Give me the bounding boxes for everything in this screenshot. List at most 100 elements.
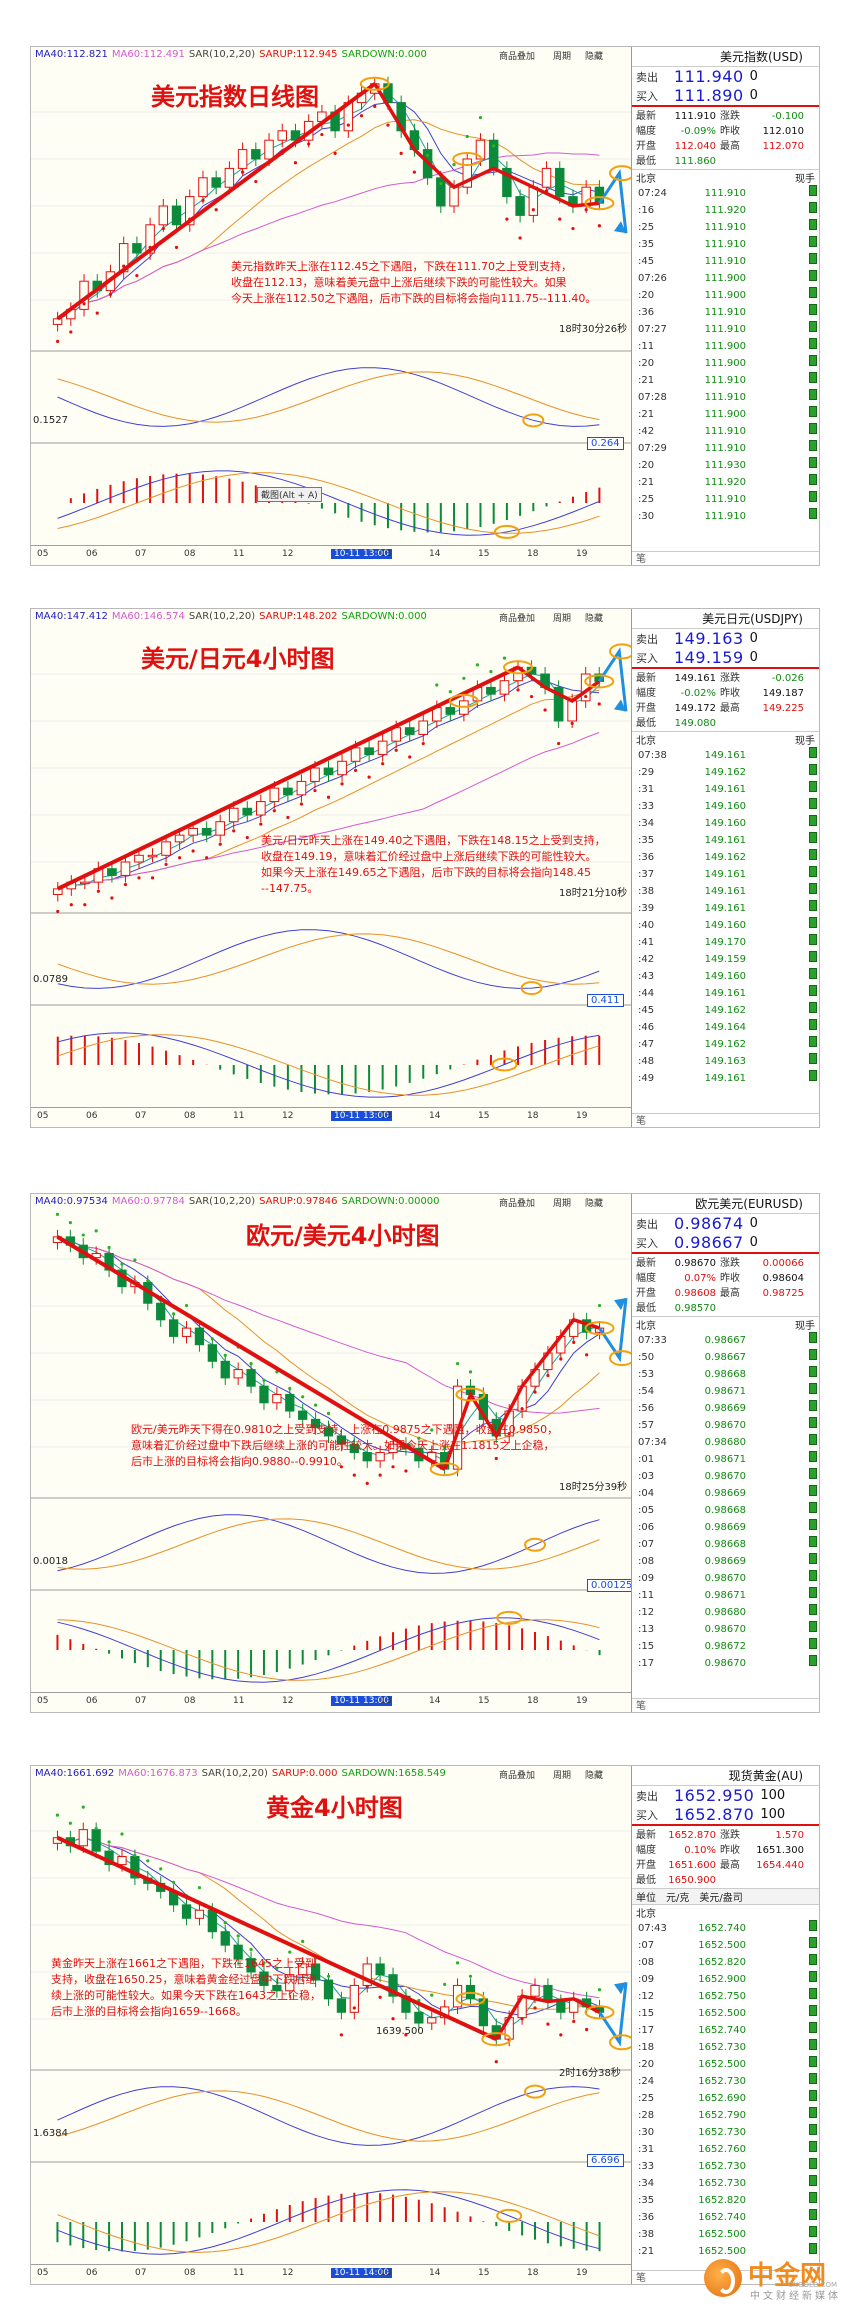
tick-row: :25 111.910: [632, 219, 819, 236]
tick-price: 0.98680: [704, 1437, 746, 1448]
sar-dot: [546, 2022, 550, 2026]
highlight-ellipse: [455, 1387, 486, 1402]
oscillator-line: [57, 371, 600, 423]
sell-row: 卖出 149.163 0: [632, 629, 819, 648]
tick-row: :18 1652.730: [632, 2039, 819, 2056]
sar-dot: [272, 809, 276, 813]
sardown-value: SARDOWN:0.000: [341, 49, 427, 60]
tick-row: :47 149.162: [632, 1036, 819, 1053]
hide-menu[interactable]: 隐藏: [585, 1199, 604, 1209]
instrument-name: 欧元美元(EURUSD): [632, 1194, 819, 1214]
unit-usd[interactable]: 美元/盎司: [699, 1893, 743, 1904]
sar-dot: [137, 876, 141, 880]
macd-line: [57, 2189, 600, 2255]
tick-row: :11 0.98671: [632, 1587, 819, 1604]
tick-time: :21: [638, 409, 655, 420]
oscillator-line: [57, 933, 600, 985]
tick-row: :01 0.98671: [632, 1451, 819, 1468]
tick-price: 0.98669: [704, 1522, 746, 1533]
overlay-menu[interactable]: 商品叠加: [499, 52, 536, 62]
overlay-menu[interactable]: 商品叠加: [499, 1199, 536, 1209]
tick-volume-bar: [809, 474, 817, 485]
x-tick-label: 14: [429, 1111, 441, 1121]
period-menu[interactable]: 周期: [553, 52, 572, 62]
buy-volume: 0: [749, 650, 758, 665]
tick-volume-bar: [809, 389, 817, 400]
tick-row: :09 1652.900: [632, 1971, 819, 1988]
candle: [104, 1844, 114, 1872]
tick-time: :54: [638, 1386, 655, 1397]
overlay-menu[interactable]: 商品叠加: [499, 614, 536, 624]
sar-dot: [531, 208, 535, 212]
divider: [632, 667, 819, 669]
tick-time: :45: [638, 1005, 655, 1016]
tick-volume-bar: [809, 1587, 817, 1598]
tick-time: :56: [638, 1403, 655, 1414]
sar-dot: [443, 1982, 447, 1986]
candle: [211, 170, 221, 195]
sar-dot: [82, 302, 86, 306]
tick-volume-bar: [809, 508, 817, 519]
period-menu[interactable]: 周期: [553, 614, 572, 624]
tick-time: 07:34: [638, 1437, 667, 1448]
macd-scale-value: 0.0789: [33, 974, 68, 985]
quote-panel: 现货黄金(AU) 卖出 1652.950 100 买入 1652.870 100 最新 1652…: [631, 1766, 819, 2284]
stat-label: [720, 716, 754, 731]
tick-volume-bar: [809, 1417, 817, 1428]
tick-price: 1652.730: [698, 2042, 746, 2053]
tick-row: :45 111.910: [632, 253, 819, 270]
hide-menu[interactable]: 隐藏: [585, 614, 604, 624]
sar-dot: [585, 1353, 589, 1357]
arrow-head: [614, 1298, 626, 1311]
sar-dot: [69, 330, 73, 334]
sar-dot: [94, 1229, 98, 1233]
gold-chart-panel: MA40:1661.692 MA60:1676.873 SAR(10,2,20) SA…: [30, 1765, 820, 2285]
x-tick-label: 14: [429, 2268, 441, 2278]
stat-label: 开盘: [636, 703, 656, 714]
tick-row: :15 0.98672: [632, 1638, 819, 1655]
sar-dot: [210, 1337, 214, 1341]
highlight-ellipse: [496, 2208, 523, 2223]
tick-time: 07:24: [638, 188, 667, 199]
tick-header: 北京: [632, 1904, 819, 1920]
chart-svg: [31, 76, 631, 539]
x-tick-label: 14: [429, 549, 441, 559]
sar-dot: [533, 2006, 537, 2010]
tick-time: :20: [638, 460, 655, 471]
x-tick-label: 05: [37, 1696, 49, 1706]
tick-volume-bar: [809, 747, 817, 758]
tick-row: :04 0.98669: [632, 1485, 819, 1502]
stat-label: 最低: [636, 718, 656, 729]
tick-time: :08: [638, 1556, 655, 1567]
stat-value: 1650.900: [668, 1875, 716, 1886]
tick-price: 111.910: [704, 511, 746, 522]
x-tick-label: 07: [135, 549, 147, 559]
hide-menu[interactable]: 隐藏: [585, 1771, 604, 1781]
overlay-menu[interactable]: 商品叠加: [499, 1771, 536, 1781]
sar-dot: [286, 815, 290, 820]
candle: [310, 1956, 321, 1988]
tick-row: :12 1652.750: [632, 1988, 819, 2005]
sell-row: 卖出 1652.950 100: [632, 1786, 819, 1805]
x-tick-label: 13: [380, 1111, 392, 1121]
sar-dot: [254, 179, 258, 184]
sar-dot: [430, 1428, 434, 1432]
hide-menu[interactable]: 隐藏: [585, 52, 604, 62]
tick-volume-bar: [809, 917, 817, 928]
tick-time: :21: [638, 375, 655, 386]
quote-stats: 最新 111.910 涨跌 -0.100 幅度 -0.09% 昨收 112.010 开盘 112.…: [632, 109, 819, 169]
period-menu[interactable]: 周期: [553, 1771, 572, 1781]
tick-volume-bar: [809, 423, 817, 434]
stat-label: [720, 154, 754, 169]
sar-dot: [249, 1362, 253, 1366]
sar-dot: [120, 1832, 124, 1836]
tick-price: 149.161: [704, 988, 746, 999]
sar-value: SAR(10,2,20): [201, 1768, 268, 1779]
sar-dot: [572, 1340, 576, 1344]
candle: [285, 1967, 295, 1998]
period-menu[interactable]: 周期: [553, 1199, 572, 1209]
tick-volume-bar: [809, 1070, 817, 1081]
tick-price: 149.160: [704, 920, 746, 931]
sar-dot: [365, 1481, 369, 1485]
stat-label: 幅度: [636, 126, 656, 137]
